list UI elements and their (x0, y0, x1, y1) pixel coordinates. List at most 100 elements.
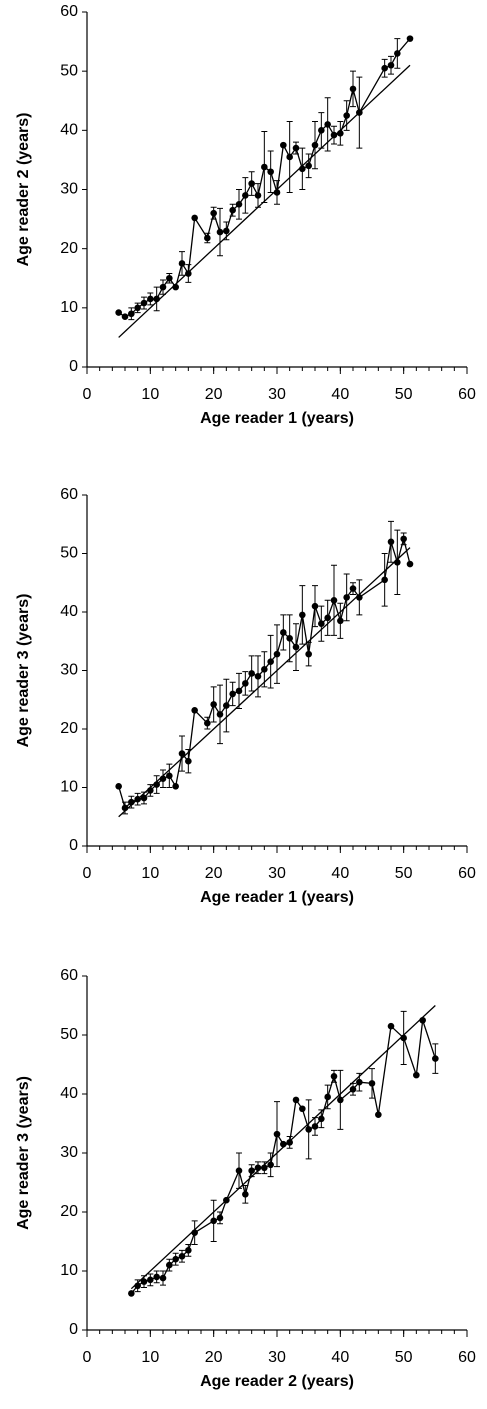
data-point (387, 1022, 395, 1030)
data-point (419, 1016, 426, 1024)
data-point (185, 757, 192, 765)
data-point (318, 1115, 325, 1123)
data-point (178, 1252, 186, 1260)
y-tick-label: 0 (69, 837, 78, 854)
x-tick-label: 10 (141, 386, 159, 403)
x-tick-label: 20 (205, 865, 223, 882)
data-point (387, 61, 395, 69)
data-point (330, 597, 338, 604)
data-point (273, 1130, 281, 1138)
y-tick-label: 40 (60, 1085, 78, 1102)
data-point (394, 558, 401, 566)
data-point (394, 50, 401, 57)
data-point (400, 1034, 407, 1042)
x-tick-label: 30 (268, 1349, 286, 1366)
data-point (324, 121, 331, 128)
data-point (356, 109, 363, 116)
x-tick-label: 50 (395, 865, 413, 882)
data-point (223, 702, 230, 709)
data-point (216, 1214, 224, 1222)
x-tick-label: 10 (141, 865, 159, 882)
data-point (128, 798, 135, 806)
data-point (406, 560, 414, 568)
data-point (343, 594, 350, 601)
y-tick-label: 30 (60, 181, 78, 198)
y-axis-title: Age reader 3 (years) (15, 594, 32, 748)
x-tick-label: 50 (395, 386, 413, 403)
data-point (349, 585, 357, 592)
data-point (400, 535, 407, 543)
data-point (242, 680, 249, 687)
data-point (229, 206, 236, 214)
data-point (330, 1073, 338, 1080)
data-point (210, 1217, 217, 1225)
y-tick-label: 60 (60, 3, 78, 20)
x-tick-label: 20 (205, 386, 223, 403)
data-point (432, 1055, 439, 1062)
data-point (191, 1229, 198, 1236)
data-point (235, 687, 243, 695)
data-point (330, 131, 338, 139)
y-tick-label: 0 (69, 1321, 78, 1338)
data-point (134, 304, 141, 312)
x-tick-label: 40 (331, 386, 349, 403)
y-tick-label: 10 (60, 1262, 78, 1279)
y-tick-label: 40 (60, 603, 78, 620)
data-point (254, 192, 262, 199)
x-tick-label: 60 (458, 1349, 476, 1366)
data-point (204, 719, 211, 727)
data-point (159, 283, 167, 291)
data-point (134, 795, 141, 803)
data-point (229, 690, 236, 698)
data-point (299, 611, 306, 619)
data-point (311, 602, 319, 610)
data-point (311, 1123, 319, 1130)
y-tick-label: 50 (60, 62, 78, 79)
data-point (147, 787, 154, 794)
y-tick-label: 10 (60, 299, 78, 316)
data-point (337, 617, 344, 625)
y-tick-label: 10 (60, 779, 78, 796)
data-point (356, 594, 363, 601)
data-point (235, 1167, 243, 1174)
data-point (337, 129, 344, 137)
data-point (324, 1093, 331, 1101)
data-point (280, 629, 287, 636)
data-point (121, 804, 129, 812)
data-point (159, 775, 167, 783)
data-point (305, 650, 312, 658)
data-point (223, 227, 230, 235)
data-point (267, 658, 274, 666)
data-point (178, 260, 186, 267)
data-point (178, 750, 186, 757)
x-tick-label: 0 (83, 386, 92, 403)
x-axis-title: Age reader 1 (years) (200, 410, 354, 427)
y-tick-label: 20 (60, 720, 78, 737)
x-tick-label: 60 (458, 865, 476, 882)
y-tick-label: 50 (60, 1026, 78, 1043)
data-point (172, 783, 179, 790)
data-point (292, 1096, 300, 1104)
data-point (134, 1282, 141, 1290)
data-point (115, 783, 122, 790)
data-point (172, 283, 179, 291)
data-point (292, 144, 300, 152)
data-point (191, 214, 198, 222)
x-tick-label: 60 (458, 386, 476, 403)
y-tick-label: 20 (60, 240, 78, 257)
data-point (159, 1274, 167, 1282)
data-point (299, 165, 306, 173)
data-point (267, 168, 274, 176)
data-point (166, 1261, 173, 1269)
data-point (185, 270, 192, 277)
data-point (349, 85, 357, 93)
data-point (267, 1161, 274, 1169)
data-point (261, 163, 268, 171)
data-point (172, 1255, 179, 1263)
data-point (318, 127, 325, 134)
x-axis-title: Age reader 1 (years) (200, 889, 354, 906)
data-point (223, 1196, 230, 1204)
data-point (140, 794, 148, 802)
x-tick-label: 40 (331, 865, 349, 882)
